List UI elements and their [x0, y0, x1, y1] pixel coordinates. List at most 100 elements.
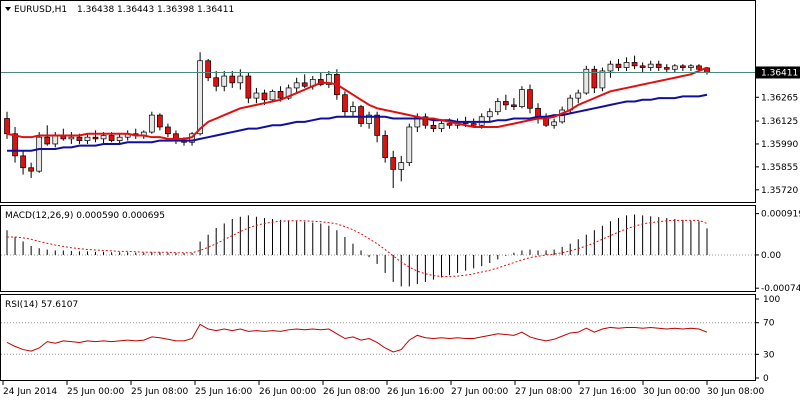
candle: [325, 70, 332, 88]
price-tick-label: 1.35990: [761, 140, 798, 150]
candle-body-bear: [229, 75, 236, 84]
price-tick-label: 1.36265: [761, 93, 798, 103]
time-tick-label: 27 Jun 08:00: [515, 387, 572, 397]
candle: [165, 123, 171, 138]
price-panel-frame: [0, 0, 756, 203]
macd-signal-line: [7, 219, 708, 278]
candle: [366, 111, 372, 129]
candle-body-bear: [680, 65, 686, 68]
candle-body-bear: [503, 101, 509, 106]
candle: [671, 64, 678, 73]
time-tick-label: 27 Jun 16:00: [579, 387, 636, 397]
candle-body-bear: [511, 104, 517, 107]
price-tick-label: 1.35855: [761, 163, 798, 173]
rsi-tick-label: 70: [763, 319, 775, 329]
candle: [535, 103, 541, 124]
candle-body-bear: [342, 94, 348, 113]
time-tick-label: 25 Jun 00:00: [67, 387, 124, 397]
candle-body-bear: [108, 135, 115, 141]
candle-body-bear: [446, 123, 453, 126]
candle-body-bull: [583, 68, 590, 94]
candle: [511, 98, 517, 110]
candle: [486, 108, 493, 122]
candle-body-bear: [12, 133, 18, 157]
candle-body-bull: [237, 75, 244, 84]
current-price-label: 1.36411: [761, 68, 798, 78]
candle-body-bull: [100, 135, 107, 140]
rsi-axis: 100 70 30 0: [755, 295, 780, 384]
candle: [390, 150, 397, 189]
price-tick-label: 1.36125: [761, 117, 798, 127]
candle-body-bull: [438, 123, 445, 130]
candle-body-bull: [68, 136, 75, 140]
candle: [173, 130, 179, 144]
candle-body-bull: [350, 106, 356, 113]
candle-body-bear: [527, 89, 533, 109]
symbol-label: EURUSD,H1: [14, 5, 67, 15]
ohlc-close: 1.36411: [197, 5, 234, 15]
candle: [422, 113, 429, 129]
candle-body-bear: [591, 68, 598, 89]
candle: [607, 60, 614, 78]
candle-body-bear: [382, 135, 389, 158]
candle-body-bull: [406, 126, 413, 163]
time-tick-label: 26 Jun 08:00: [323, 387, 380, 397]
candle-body-bull: [293, 82, 300, 89]
time-tick-label: 26 Jun 00:00: [259, 387, 316, 397]
candle-body-bull: [253, 92, 260, 99]
price-axis: 1.36265 1.36125 1.35990 1.35855 1.35720: [755, 93, 798, 196]
time-tick-label: 25 Jun 08:00: [131, 387, 188, 397]
candle: [639, 62, 646, 73]
candle: [647, 60, 654, 71]
candle-body-bear: [157, 114, 163, 128]
candle-body-bear: [92, 136, 99, 140]
time-tick-label: 26 Jun 16:00: [387, 387, 444, 397]
ma-fast-line: [6, 66, 708, 140]
current-price-tag: 1.36411: [756, 66, 800, 79]
candle-body-bear: [655, 63, 662, 68]
candle-body-bull: [688, 65, 694, 68]
ohlc-high: 1.36443: [117, 5, 154, 15]
candle-body-bull: [398, 162, 405, 170]
candle: [591, 65, 598, 94]
candle-body-bear: [20, 155, 26, 169]
candle-body-bear: [543, 118, 549, 126]
candle: [696, 64, 702, 71]
candle: [575, 89, 582, 104]
candle: [350, 101, 356, 117]
candle: [615, 59, 622, 71]
time-tick-label: 30 Jun 00:00: [643, 387, 700, 397]
candle: [551, 118, 557, 129]
macd-axis: 0.000919 0.00 -0.00074: [755, 210, 800, 294]
candle: [124, 130, 131, 141]
candle-body-bear: [696, 65, 702, 70]
candle-body-bull: [269, 90, 276, 101]
candle-body-bear: [430, 124, 437, 130]
candle: [253, 87, 260, 104]
candle-body-bear: [470, 123, 477, 126]
candle-body-bull: [366, 114, 372, 124]
candle: [663, 64, 670, 73]
candle-body-bull: [599, 70, 606, 89]
candle-body-bear: [639, 65, 646, 68]
candle: [503, 94, 509, 110]
candle-body-bear: [4, 118, 10, 135]
candle-body-bear: [358, 106, 364, 124]
candle-body-bull: [551, 121, 557, 126]
candle: [527, 84, 533, 114]
candle: [205, 59, 211, 82]
time-tick-label: 30 Jun 08:00: [707, 387, 764, 397]
candle-body-bear: [390, 157, 397, 170]
candle: [655, 60, 662, 71]
candle: [293, 77, 300, 94]
candle-body-bear: [213, 77, 220, 87]
time-axis: 24 Jun 2014 25 Jun 00:00 25 Jun 08:00 25 Ju…: [2, 381, 764, 397]
candle-body-bull: [52, 135, 59, 145]
ohlc-open: 1.36438: [77, 5, 114, 15]
macd-panel-frame: [0, 205, 756, 292]
chart-header: EURUSD,H1 1.36438 1.36443 1.36398 1.3641…: [5, 5, 234, 15]
candle: [245, 72, 252, 104]
candle: [382, 130, 389, 163]
candle-body-bear: [245, 75, 252, 99]
